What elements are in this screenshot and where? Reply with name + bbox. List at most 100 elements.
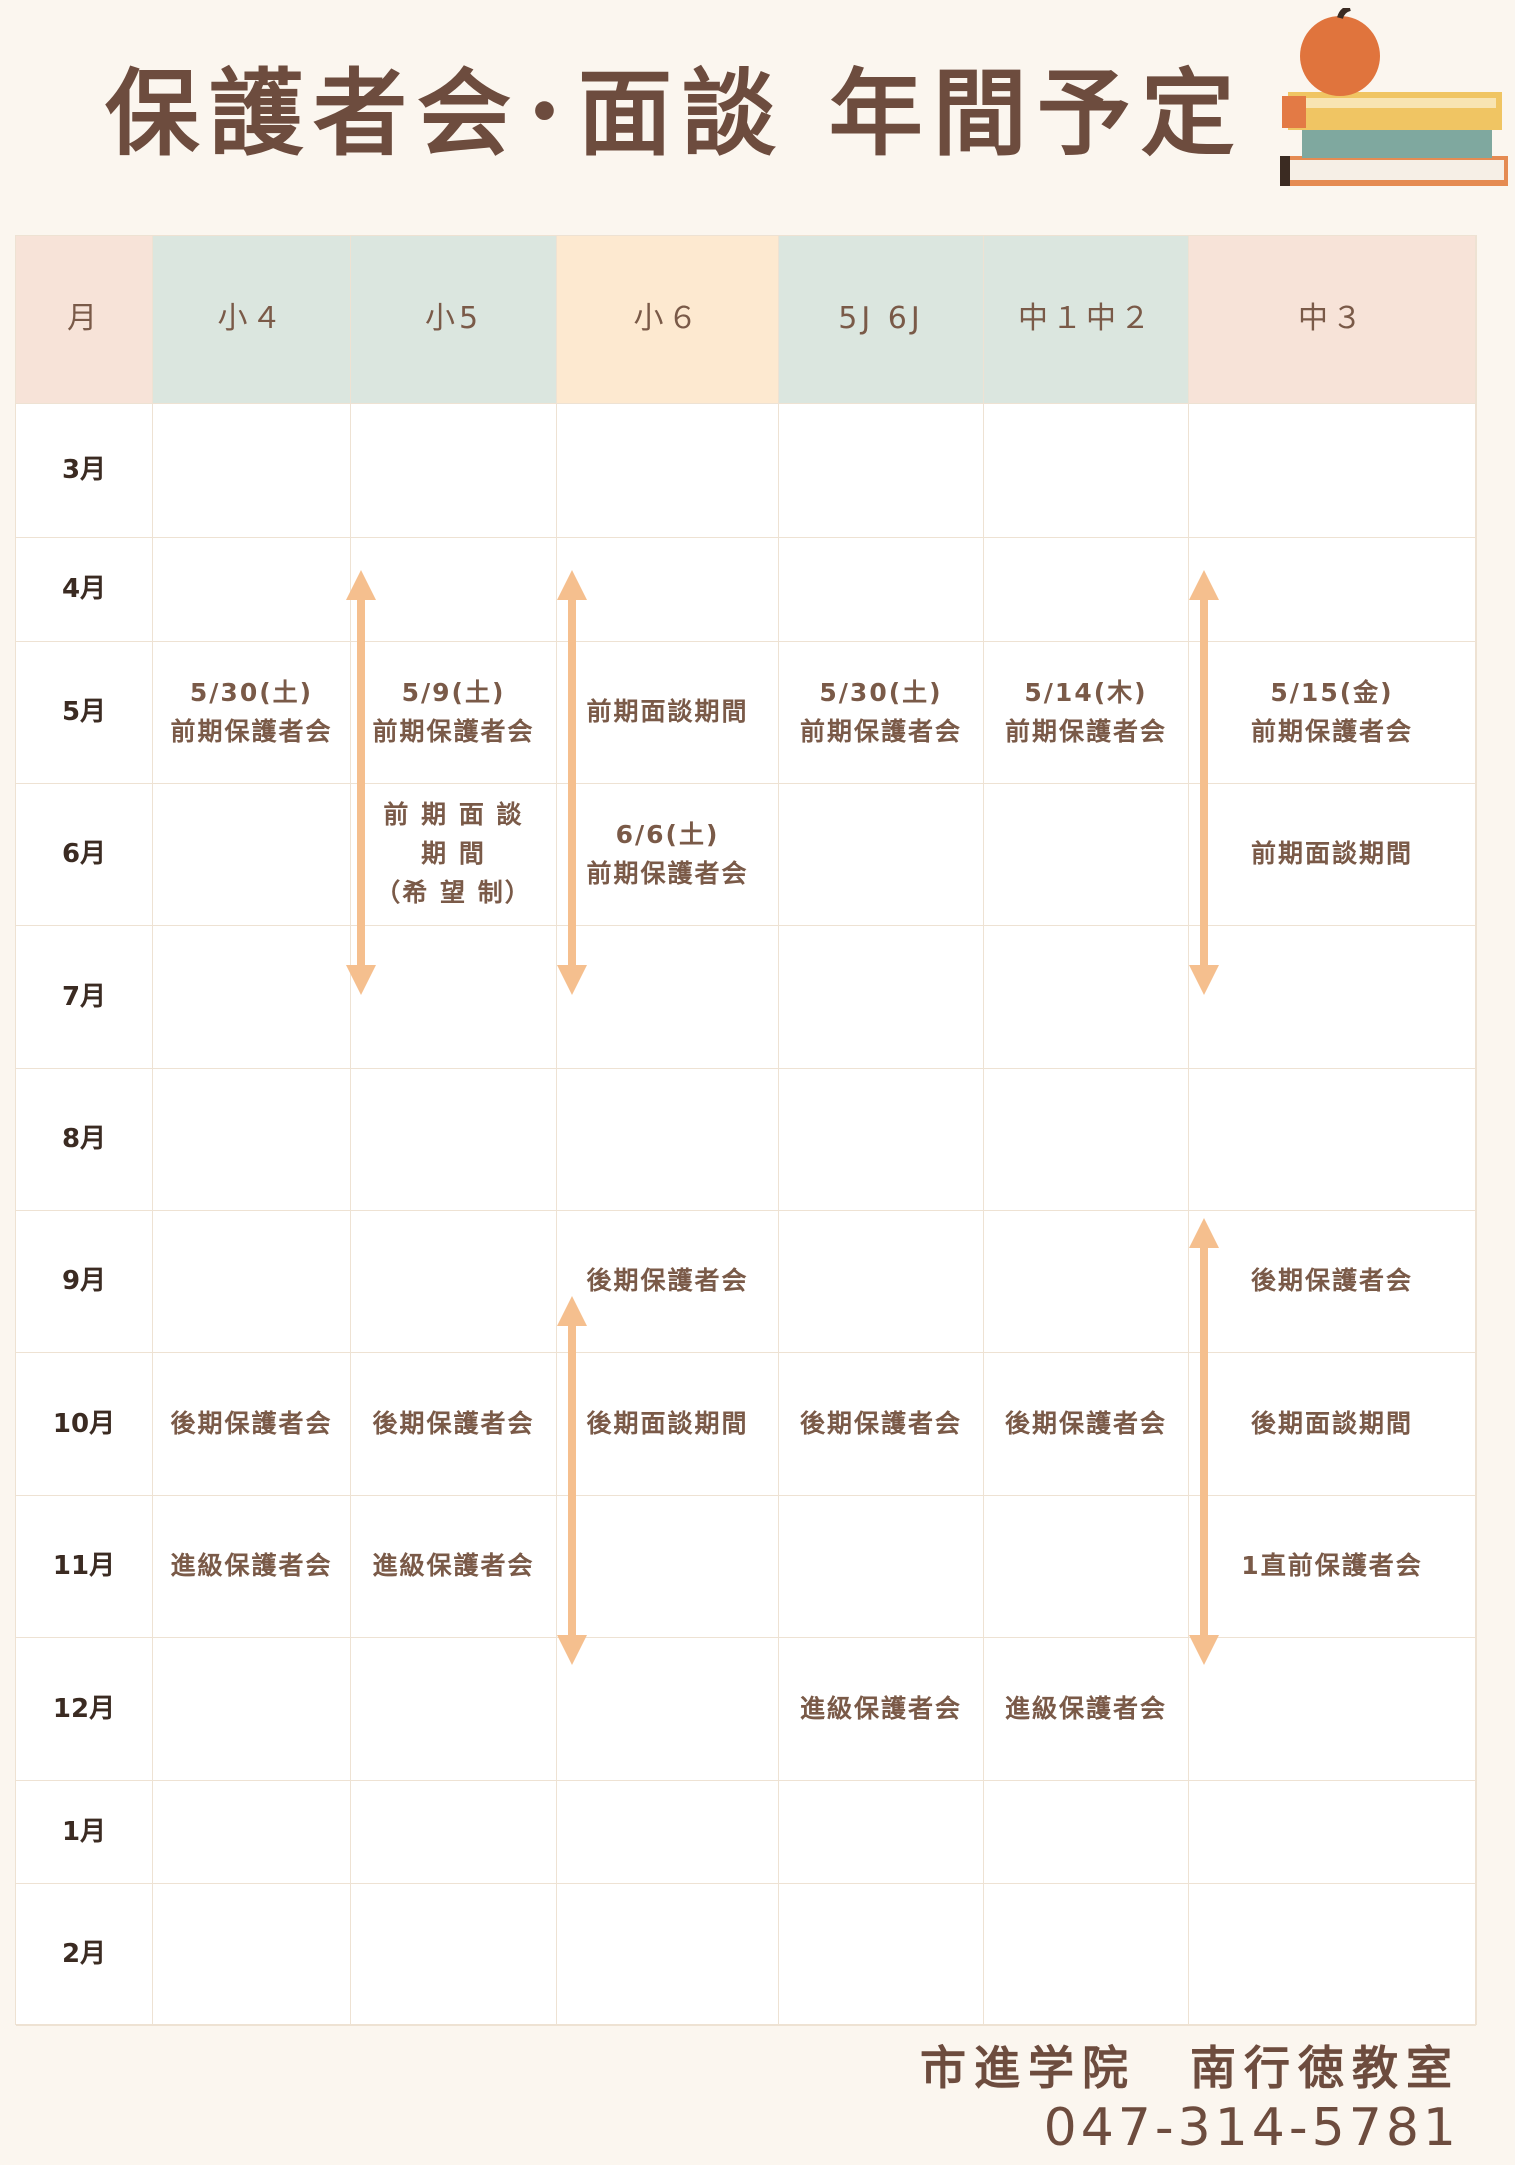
schedule-cell — [557, 538, 779, 642]
month-label: 11月 — [16, 1496, 153, 1638]
schedule-cell — [1189, 1884, 1476, 2026]
schedule-cell: 後期面談期間 — [1189, 1353, 1476, 1496]
schedule-cell: 進級保護者会 — [351, 1496, 557, 1638]
schedule-cell — [153, 1781, 351, 1884]
schedule-cell — [984, 1781, 1189, 1884]
schedule-cell — [153, 1069, 351, 1211]
schedule-cell: 前 期 面 談 期 間 （希 望 制） — [351, 784, 557, 926]
schedule-cell: 5/30(土) 前期保護者会 — [779, 642, 984, 784]
month-label: 1月 — [16, 1781, 153, 1884]
schedule-cell — [779, 1211, 984, 1353]
event-text: 進級保護者会 — [1004, 1693, 1167, 1723]
column-header: 中３ — [1189, 236, 1476, 404]
event-text: 後期保護者会 — [586, 1266, 749, 1296]
schedule-cell — [351, 538, 557, 642]
schedule-cell — [779, 404, 984, 538]
schedule-cell — [351, 1781, 557, 1884]
schedule-cell — [351, 404, 557, 538]
schedule-cell: 5/30(土) 前期保護者会 — [153, 642, 351, 784]
schedule-cell — [557, 404, 779, 538]
schedule-cell — [779, 1069, 984, 1211]
event-text: 後期面談期間 — [1250, 1408, 1413, 1438]
schedule-cell — [779, 1884, 984, 2026]
month-label: 10月 — [16, 1353, 153, 1496]
schedule-cell — [779, 538, 984, 642]
schedule-cell — [351, 1884, 557, 2026]
event-text: 進級保護者会 — [799, 1693, 962, 1723]
event-text: 5/30(土) 前期保護者会 — [799, 677, 962, 746]
schedule-cell: 後期面談期間 — [557, 1353, 779, 1496]
schedule-cell — [557, 926, 779, 1069]
month-label: 7月 — [16, 926, 153, 1069]
schedule-cell — [153, 404, 351, 538]
schedule-cell — [153, 1211, 351, 1353]
schedule-cell — [984, 1211, 1189, 1353]
schedule-cell: 前期面談期間 — [557, 642, 779, 784]
schedule-cell: 進級保護者会 — [984, 1638, 1189, 1781]
schedule-cell: 5/15(金) 前期保護者会 — [1189, 642, 1476, 784]
schedule-cell: 6/6(土) 前期保護者会 — [557, 784, 779, 926]
schedule-cell — [779, 926, 984, 1069]
schedule-cell — [1189, 1781, 1476, 1884]
schedule-cell: 後期保護者会 — [351, 1353, 557, 1496]
schedule-table: 月小４ 小5 小６ 5J 6J 中１中２ 中３ 3月 4月 5月 5/30(土) 前期保護者会 5/… — [15, 235, 1477, 2026]
event-text: 進級保護者会 — [372, 1551, 535, 1581]
schedule-cell — [153, 784, 351, 926]
schedule-cell — [1189, 404, 1476, 538]
event-text: 5/30(土) 前期保護者会 — [170, 677, 333, 746]
page-title: 保護者会･面談 年間予定 — [105, 60, 1245, 169]
month-label: 3月 — [16, 404, 153, 538]
event-text: 5/9(土) 前期保護者会 — [372, 677, 535, 746]
schedule-cell — [153, 538, 351, 642]
schedule-cell — [984, 404, 1189, 538]
schedule-cell — [153, 926, 351, 1069]
schedule-cell — [557, 1884, 779, 2026]
phone-number: 047-314-5781 — [1043, 2098, 1460, 2158]
schedule-cell — [984, 1884, 1189, 2026]
school-name: 市進学院 南行徳教室 — [920, 2041, 1460, 2095]
column-header: 小４ — [153, 236, 351, 404]
schedule-cell — [351, 1211, 557, 1353]
schedule-cell: 後期保護者会 — [153, 1353, 351, 1496]
schedule-cell — [1189, 1638, 1476, 1781]
schedule-cell — [557, 1638, 779, 1781]
schedule-cell: 5/9(土) 前期保護者会 — [351, 642, 557, 784]
event-text: 後期保護者会 — [799, 1408, 962, 1438]
event-text: 6/6(土) 前期保護者会 — [586, 819, 749, 888]
column-header: 月 — [16, 236, 153, 404]
event-text: 後期保護者会 — [1004, 1408, 1167, 1438]
schedule-cell — [1189, 538, 1476, 642]
schedule-cell — [351, 1638, 557, 1781]
books-apple-icon — [1280, 8, 1508, 186]
schedule-cell — [984, 926, 1189, 1069]
schedule-cell: 5/14(木) 前期保護者会 — [984, 642, 1189, 784]
event-text: 後期面談期間 — [586, 1408, 749, 1438]
schedule-cell — [1189, 1069, 1476, 1211]
event-text: 後期保護者会 — [372, 1408, 535, 1438]
event-text: 5/14(木) 前期保護者会 — [1004, 677, 1167, 746]
schedule-cell: 進級保護者会 — [779, 1638, 984, 1781]
month-label: 5月 — [16, 642, 153, 784]
schedule-cell: 1直前保護者会 — [1189, 1496, 1476, 1638]
schedule-cell: 前期面談期間 — [1189, 784, 1476, 926]
month-label: 12月 — [16, 1638, 153, 1781]
column-header: 小5 — [351, 236, 557, 404]
schedule-cell — [779, 1496, 984, 1638]
event-text: 前期面談期間 — [1250, 839, 1413, 869]
column-header: 5J 6J — [779, 236, 984, 404]
column-header: 中１中２ — [984, 236, 1189, 404]
month-label: 9月 — [16, 1211, 153, 1353]
event-text: 進級保護者会 — [170, 1551, 333, 1581]
schedule-cell — [779, 1781, 984, 1884]
event-text: 前 期 面 談 期 間 （希 望 制） — [375, 800, 532, 907]
month-label: 6月 — [16, 784, 153, 926]
month-label: 8月 — [16, 1069, 153, 1211]
event-text: 5/15(金) 前期保護者会 — [1250, 677, 1413, 746]
schedule-cell — [984, 1496, 1189, 1638]
schedule-cell — [557, 1781, 779, 1884]
event-text: 前期面談期間 — [586, 697, 749, 727]
month-label: 4月 — [16, 538, 153, 642]
month-label: 2月 — [16, 1884, 153, 2026]
schedule-cell: 後期保護者会 — [557, 1211, 779, 1353]
schedule-cell — [153, 1638, 351, 1781]
